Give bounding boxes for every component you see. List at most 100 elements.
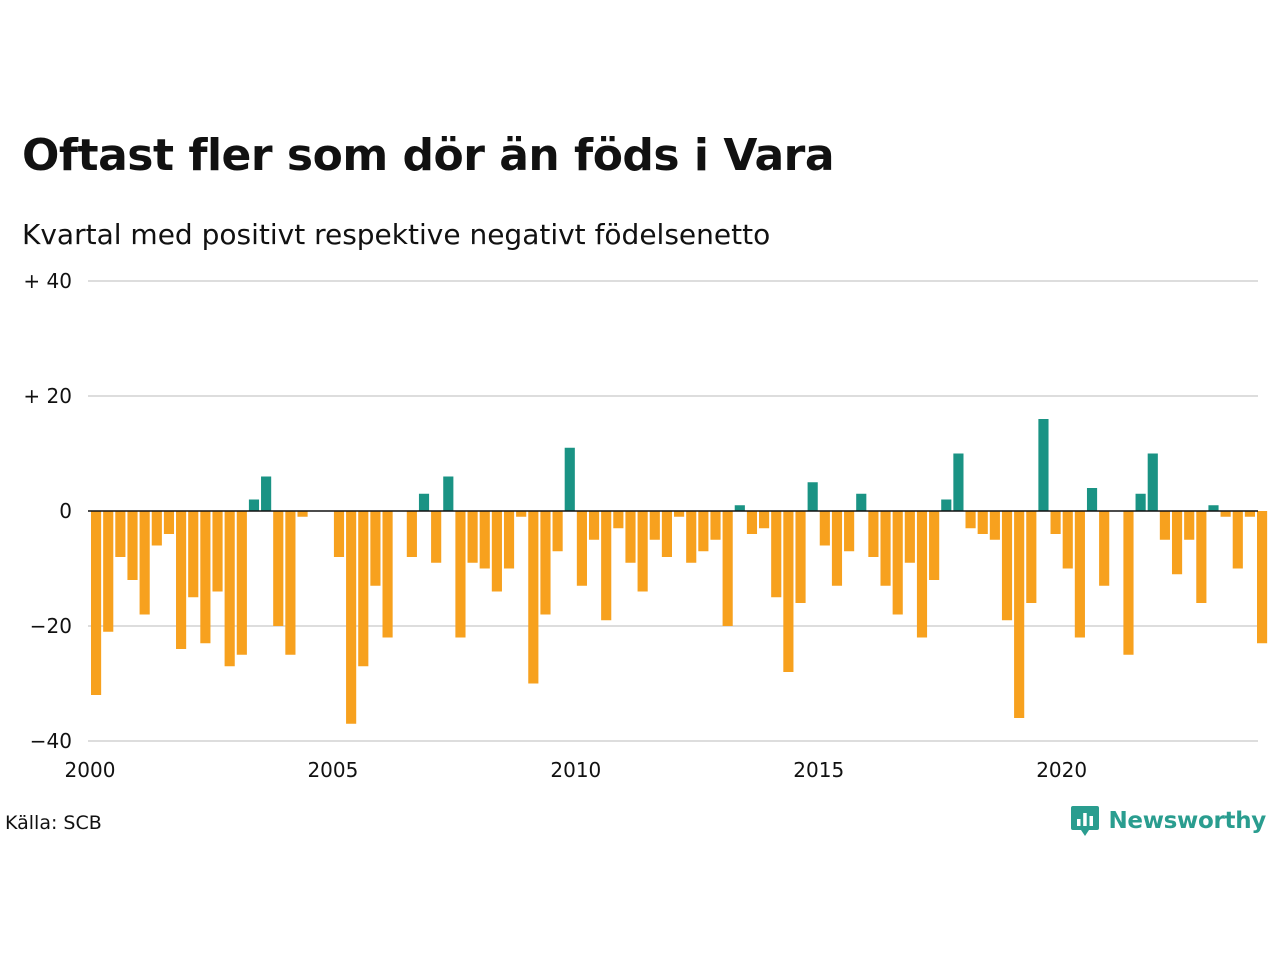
- bar: [297, 511, 308, 517]
- bar: [661, 511, 672, 557]
- bar: [916, 511, 928, 638]
- bar: [406, 511, 417, 557]
- bar: [176, 511, 187, 649]
- bar: [868, 511, 879, 557]
- y-tick-label: 0: [59, 499, 72, 523]
- bar: [1050, 511, 1061, 534]
- bar: [236, 511, 247, 655]
- bar: [941, 499, 952, 511]
- bar: [710, 511, 721, 540]
- brand-name: Newsworthy: [1108, 808, 1266, 834]
- x-tick-label: 2000: [65, 758, 116, 782]
- bar: [649, 511, 660, 540]
- bar: [1171, 511, 1183, 575]
- bar: [248, 499, 260, 511]
- bar: [759, 511, 770, 529]
- bar: [1123, 511, 1134, 655]
- bar: [115, 511, 126, 557]
- bar: [1257, 511, 1268, 644]
- bar: [151, 511, 162, 546]
- x-tick-labels: 2000 2005 2010 2015 2020: [65, 758, 1088, 782]
- bar: [224, 511, 235, 667]
- bar: [564, 447, 575, 511]
- bar: [746, 511, 758, 534]
- bar: [1026, 511, 1037, 603]
- bar: [807, 482, 818, 511]
- bar: [1208, 505, 1219, 511]
- bar: [1099, 511, 1110, 586]
- bar: [795, 511, 806, 603]
- chart-title: Oftast fler som dör än föds i Vara: [22, 130, 835, 181]
- bar: [273, 511, 284, 626]
- bar: [103, 511, 114, 632]
- x-tick-label: 2015: [793, 758, 844, 782]
- bar: [285, 511, 296, 655]
- bar: [358, 511, 369, 667]
- bar: [1196, 511, 1207, 603]
- brand-logo: Newsworthy: [1070, 804, 1266, 838]
- bar: [1244, 511, 1255, 517]
- bar: [1086, 488, 1098, 511]
- bar: [261, 476, 272, 511]
- bar: [771, 511, 782, 598]
- bar: [1062, 511, 1073, 569]
- bar: [722, 511, 733, 626]
- bar: [139, 511, 150, 615]
- bar: [929, 511, 940, 580]
- y-tick-label: + 20: [23, 384, 72, 408]
- bar-chart: + 40 + 20 0 −20 −40 2000 2005 2010 2015 2020: [23, 269, 1268, 782]
- bar: [370, 511, 381, 586]
- bar: [783, 511, 794, 672]
- bar: [491, 511, 502, 592]
- bar: [1135, 493, 1146, 511]
- bar: [552, 511, 563, 552]
- x-tick-label: 2010: [550, 758, 601, 782]
- bar: [1220, 511, 1231, 517]
- bar: [880, 511, 891, 586]
- bar: [601, 511, 612, 621]
- bar: [965, 511, 976, 529]
- bar: [1184, 511, 1195, 540]
- bar: [346, 511, 357, 724]
- bar: [418, 493, 430, 511]
- bar: [734, 505, 745, 511]
- bar: [382, 511, 393, 638]
- grid-lines: [88, 280, 1258, 742]
- bar: [528, 511, 539, 684]
- bar: [333, 511, 345, 557]
- bar: [516, 511, 527, 517]
- bar: [1232, 511, 1243, 569]
- bar: [953, 453, 964, 511]
- bar: [1147, 453, 1158, 511]
- bar: [831, 511, 843, 586]
- bar: [127, 511, 138, 580]
- bar: [188, 511, 199, 598]
- newsworthy-logo-icon: [1071, 806, 1100, 836]
- bar: [1038, 419, 1049, 511]
- bar: [1074, 511, 1085, 638]
- bar: [588, 511, 600, 540]
- bar: [904, 511, 915, 563]
- bar: [698, 511, 709, 552]
- source-note: Källa: SCB: [5, 812, 102, 834]
- bar: [674, 511, 685, 517]
- bar: [989, 511, 1000, 540]
- bar: [686, 511, 697, 563]
- bar: [163, 511, 175, 534]
- bar: [844, 511, 855, 552]
- bar: [1159, 511, 1170, 540]
- bar: [431, 511, 442, 563]
- bar: [212, 511, 223, 592]
- bar: [540, 511, 551, 615]
- y-tick-label: −40: [30, 729, 72, 753]
- bar: [625, 511, 636, 563]
- bar: [637, 511, 648, 592]
- x-tick-label: 2005: [307, 758, 358, 782]
- bar: [200, 511, 211, 644]
- bars: [91, 419, 1268, 724]
- bar: [479, 511, 490, 569]
- bar: [503, 511, 515, 569]
- bar: [892, 511, 903, 615]
- bar: [1014, 511, 1025, 718]
- bar: [977, 511, 988, 534]
